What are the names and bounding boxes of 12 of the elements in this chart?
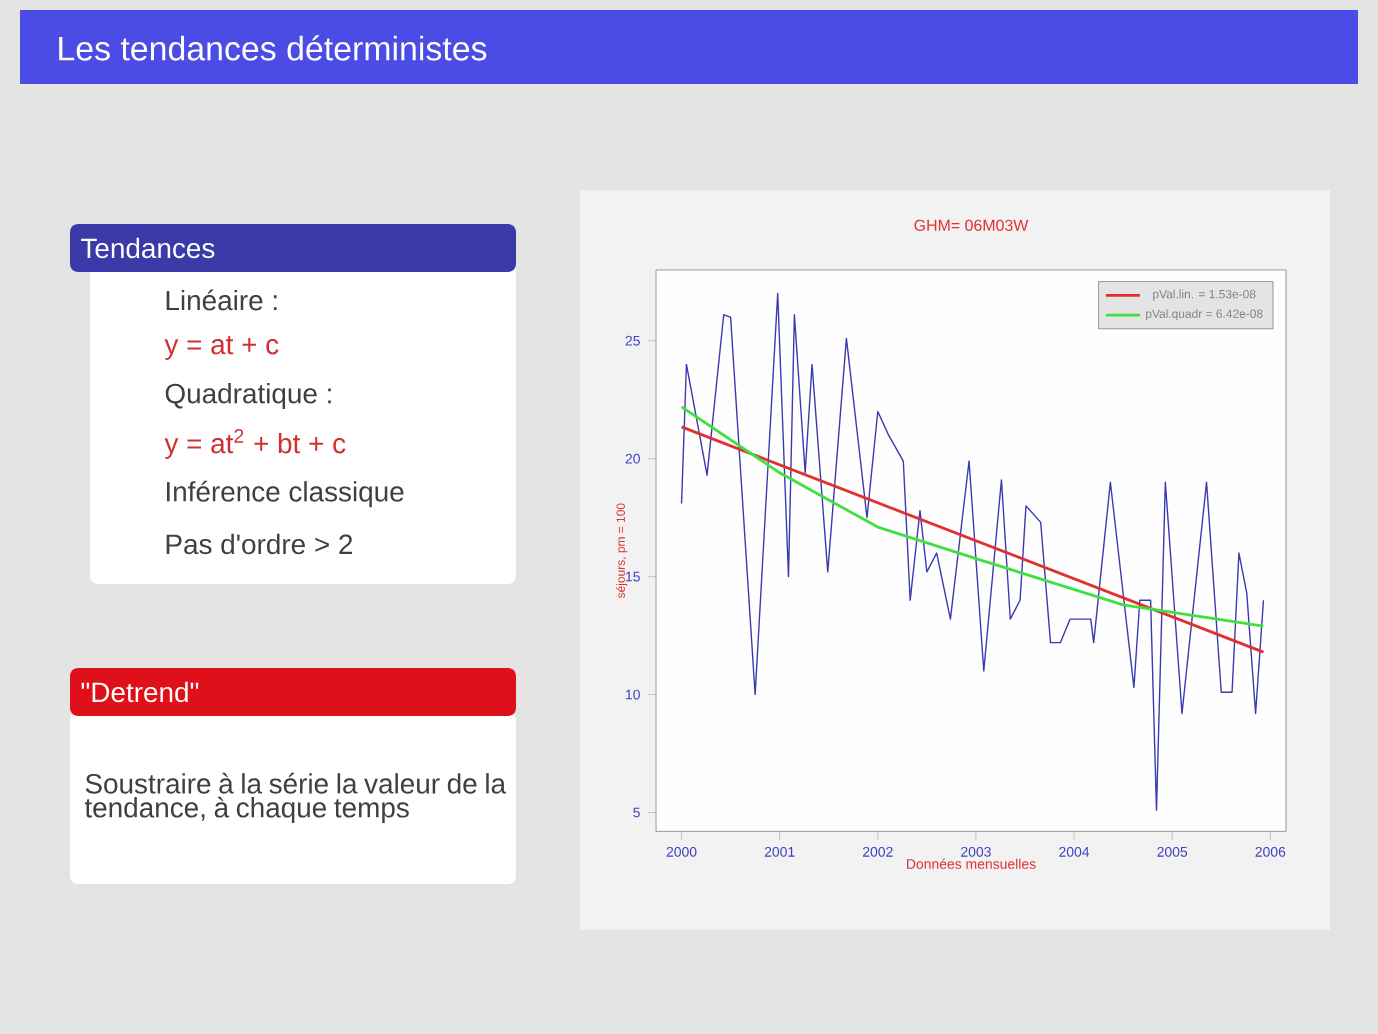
- text: "Detrend": [81, 681, 199, 703]
- text: Les tendances déterministes: [59, 35, 487, 61]
- text: Soustraire à la série la valeur de la tendance, à chaque temps: [84, 772, 507, 824]
- text: y = at$^{2}$ + bt + c: [164, 429, 346, 459]
- text: y = at + c: [164, 336, 279, 360]
- text: Tendances: [81, 237, 215, 259]
- text: Pas d'ordre > 2: [166, 533, 353, 555]
- line-series: [680, 405, 1265, 628]
- text: Inférence classique: [166, 480, 404, 508]
- text: Linéaire :: [166, 289, 277, 311]
- line-series: [680, 292, 1265, 811]
- text: Quadratique :: [165, 382, 331, 409]
